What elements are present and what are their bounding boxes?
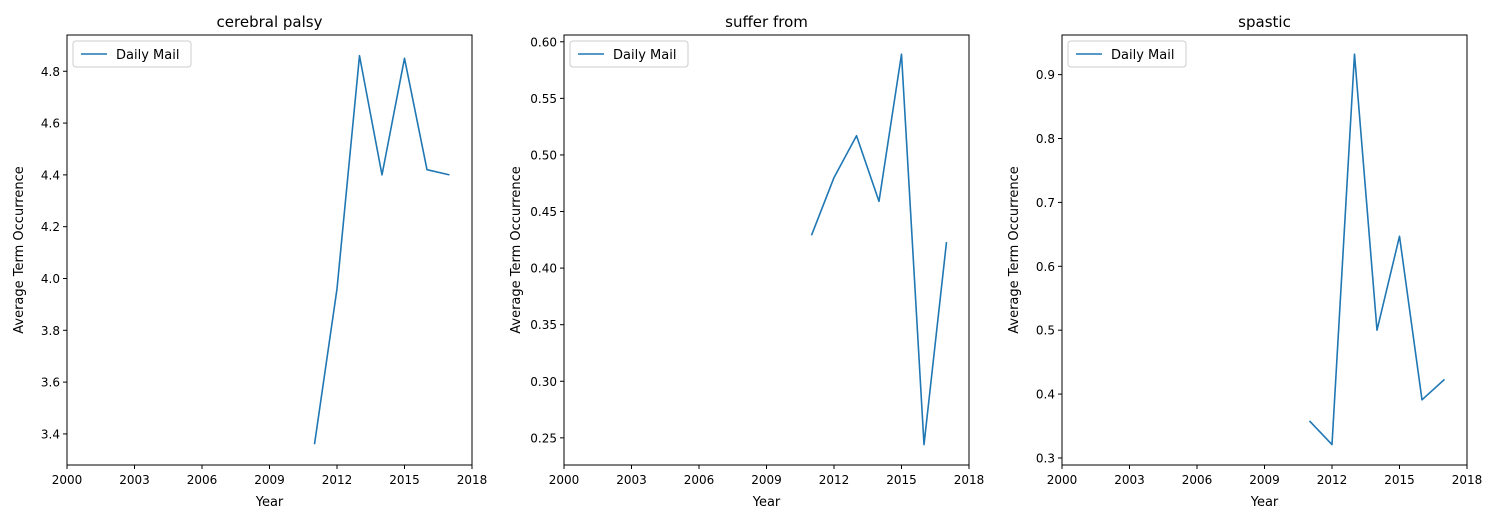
y-tick-label: 0.45 bbox=[530, 205, 557, 219]
y-tick-label: 0.40 bbox=[530, 262, 557, 276]
x-tick-label: 2015 bbox=[1384, 473, 1415, 487]
chart-title: cerebral palsy bbox=[217, 13, 323, 31]
x-tick-label: 2015 bbox=[389, 473, 420, 487]
x-tick-label: 2012 bbox=[1317, 473, 1348, 487]
y-tick-label: 0.4 bbox=[1036, 388, 1055, 402]
chart-panel-2: suffer from 2000 2003 2006 2009 2012 2015 2018 0… bbox=[509, 13, 984, 509]
y-tick-label: 3.8 bbox=[41, 324, 60, 338]
series-line-daily-mail bbox=[313, 54, 450, 445]
y-tick-label: 0.6 bbox=[1036, 260, 1055, 274]
plot-frame bbox=[66, 34, 473, 466]
plot-frame bbox=[1061, 34, 1468, 466]
x-tick-label: 2012 bbox=[322, 473, 353, 487]
legend: Daily Mail bbox=[1067, 40, 1187, 68]
x-tick-label: 2018 bbox=[954, 473, 985, 487]
y-tick-label: 0.55 bbox=[530, 92, 557, 106]
series-line-daily-mail bbox=[1308, 53, 1446, 446]
x-tick-label: 2009 bbox=[1249, 473, 1280, 487]
y-tick-label: 0.30 bbox=[530, 375, 557, 389]
y-axis-label: Average Term Occurrence bbox=[1007, 166, 1022, 333]
x-tick-label: 2018 bbox=[457, 473, 488, 487]
y-tick-label: 0.9 bbox=[1036, 68, 1055, 82]
y-axis-label: Average Term Occurrence bbox=[509, 166, 524, 333]
legend: Daily Mail bbox=[72, 40, 192, 68]
x-tick-label: 2000 bbox=[549, 473, 580, 487]
legend-label: Daily Mail bbox=[613, 48, 676, 63]
y-tick-label: 0.50 bbox=[530, 148, 557, 162]
y-tick-label: 3.6 bbox=[41, 376, 60, 390]
x-tick-label: 2000 bbox=[1047, 473, 1078, 487]
y-tick-label: 4.6 bbox=[41, 117, 60, 131]
y-tick-label: 0.8 bbox=[1036, 132, 1055, 146]
legend-box bbox=[72, 40, 192, 68]
x-tick-label: 2018 bbox=[1452, 473, 1483, 487]
x-tick-label: 2003 bbox=[119, 473, 150, 487]
chart-panel-3: spastic 2000 2003 2006 2009 2012 2015 2018 0.3 0.… bbox=[1007, 13, 1482, 509]
y-tick-label: 0.3 bbox=[1036, 451, 1055, 465]
y-tick-label: 4.2 bbox=[41, 220, 60, 234]
y-tick-label: 4.8 bbox=[41, 65, 60, 79]
x-tick-label: 2006 bbox=[1182, 473, 1213, 487]
x-axis-label: Year bbox=[255, 495, 284, 509]
legend: Daily Mail bbox=[569, 40, 689, 68]
x-tick-label: 2006 bbox=[187, 473, 218, 487]
x-tick-label: 2000 bbox=[52, 473, 83, 487]
y-tick-label: 0.25 bbox=[530, 431, 557, 445]
y-tick-label: 0.60 bbox=[530, 35, 557, 49]
legend-box bbox=[569, 40, 689, 68]
x-axis-label: Year bbox=[1250, 495, 1279, 509]
y-tick-label: 3.4 bbox=[41, 427, 60, 441]
x-tick-label: 2012 bbox=[819, 473, 850, 487]
legend-box bbox=[1067, 40, 1187, 68]
plot-frame bbox=[563, 34, 970, 466]
x-tick-label: 2009 bbox=[254, 473, 285, 487]
chart-title: spastic bbox=[1238, 13, 1291, 31]
y-tick-label: 0.7 bbox=[1036, 196, 1055, 210]
chart-panel-1: cerebral palsy 2000 2003 2006 2009 2012 2015 20… bbox=[12, 13, 487, 509]
chart-title: suffer from bbox=[725, 13, 808, 31]
x-tick-label: 2006 bbox=[684, 473, 715, 487]
legend-label: Daily Mail bbox=[116, 48, 179, 63]
x-tick-label: 2015 bbox=[886, 473, 917, 487]
y-tick-label: 0.35 bbox=[530, 318, 557, 332]
x-tick-label: 2009 bbox=[751, 473, 782, 487]
y-tick-label: 4.0 bbox=[41, 272, 60, 286]
y-tick-label: 4.4 bbox=[41, 168, 60, 182]
y-tick-label: 0.5 bbox=[1036, 324, 1055, 338]
x-tick-label: 2003 bbox=[616, 473, 647, 487]
x-tick-label: 2003 bbox=[1114, 473, 1145, 487]
legend-label: Daily Mail bbox=[1111, 48, 1174, 63]
y-axis-label: Average Term Occurrence bbox=[12, 166, 27, 333]
series-line-daily-mail bbox=[810, 53, 948, 446]
x-axis-label: Year bbox=[752, 495, 781, 509]
